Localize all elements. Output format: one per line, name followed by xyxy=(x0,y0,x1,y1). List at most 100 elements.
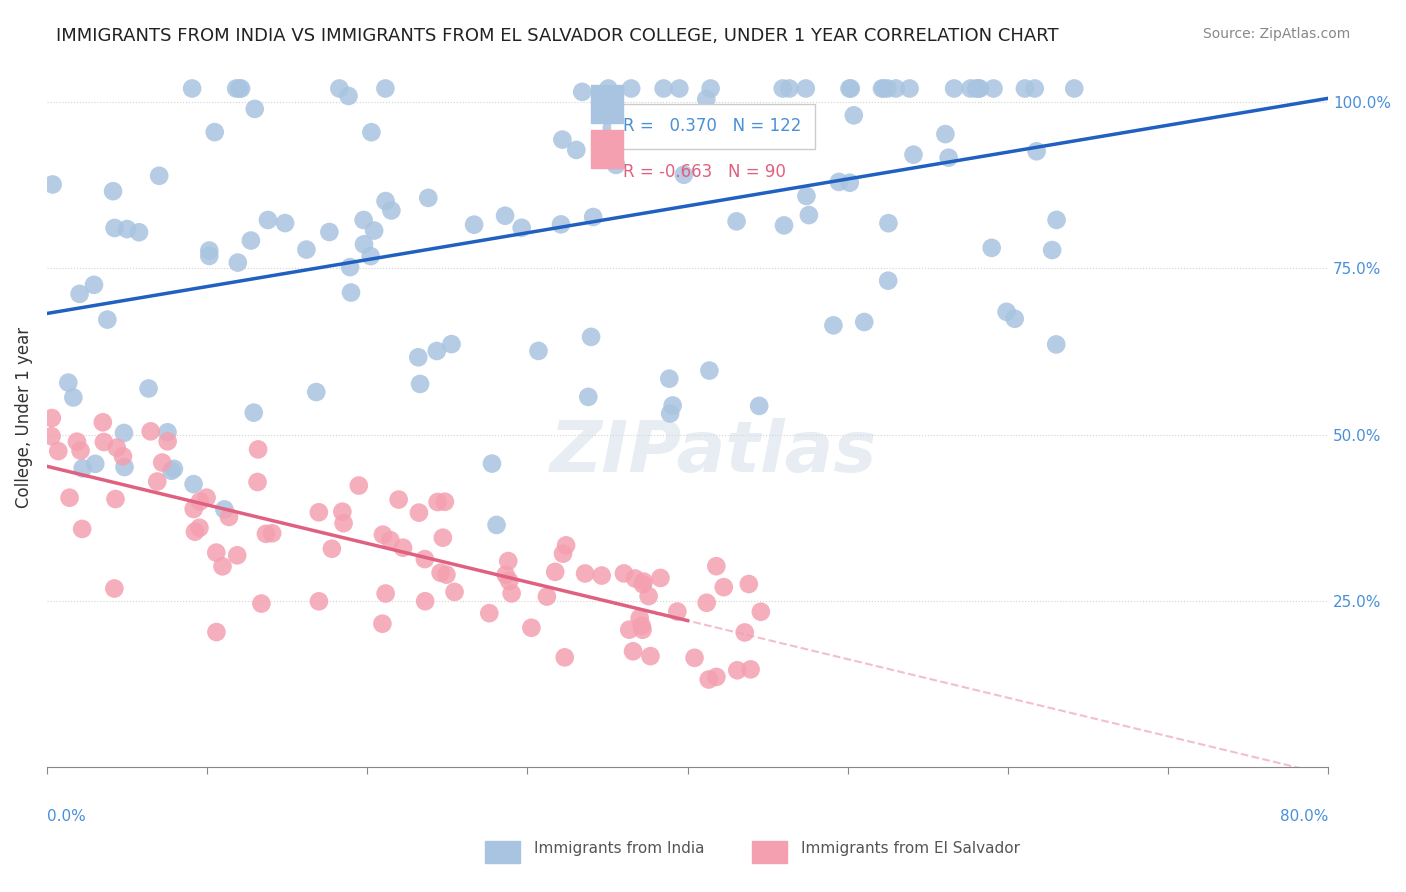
Text: R = -0.663   N = 90: R = -0.663 N = 90 xyxy=(623,163,786,181)
Point xyxy=(104,221,127,235)
Point xyxy=(104,491,127,506)
Point xyxy=(969,81,991,95)
Point xyxy=(115,222,138,236)
Point xyxy=(72,461,94,475)
Point xyxy=(624,572,647,586)
Point xyxy=(305,385,328,400)
Text: 80.0%: 80.0% xyxy=(1279,809,1329,824)
Point xyxy=(637,589,659,603)
Point xyxy=(463,218,485,232)
Point xyxy=(853,315,876,329)
Point xyxy=(188,494,211,508)
Point xyxy=(406,351,429,365)
Point xyxy=(481,457,503,471)
Point xyxy=(704,559,727,574)
Point xyxy=(579,330,602,344)
Point xyxy=(371,527,394,541)
Point xyxy=(959,81,981,95)
Point xyxy=(725,663,748,677)
Point xyxy=(494,209,516,223)
Text: Source: ZipAtlas.com: Source: ZipAtlas.com xyxy=(1202,27,1350,41)
Point xyxy=(995,305,1018,319)
Point xyxy=(228,81,250,95)
Point xyxy=(111,450,134,464)
Point xyxy=(706,670,728,684)
Point xyxy=(246,475,269,489)
Point xyxy=(672,168,695,182)
Point xyxy=(156,434,179,449)
Point xyxy=(772,81,794,95)
Point xyxy=(426,343,449,358)
Point xyxy=(96,312,118,326)
Point xyxy=(69,443,91,458)
Point xyxy=(967,81,990,95)
Point xyxy=(339,260,361,274)
Point xyxy=(725,214,748,228)
Point xyxy=(683,650,706,665)
Point xyxy=(139,425,162,439)
Point xyxy=(360,249,382,263)
Point xyxy=(884,81,907,95)
Point xyxy=(183,502,205,516)
Point xyxy=(510,220,533,235)
Point xyxy=(226,255,249,269)
Point xyxy=(436,567,458,582)
Point xyxy=(353,237,375,252)
Point xyxy=(748,399,770,413)
Point xyxy=(374,194,396,208)
Point xyxy=(198,244,221,258)
Point xyxy=(321,541,343,556)
Point xyxy=(101,184,124,198)
Point xyxy=(838,176,860,190)
Point xyxy=(554,650,576,665)
Point xyxy=(965,81,987,95)
Point xyxy=(332,516,354,531)
Point xyxy=(433,494,456,508)
Point xyxy=(520,621,543,635)
Point xyxy=(983,81,1005,95)
Point xyxy=(661,399,683,413)
Point xyxy=(353,213,375,227)
Point xyxy=(380,203,402,218)
Point xyxy=(551,547,574,561)
Point xyxy=(938,151,960,165)
Point xyxy=(582,210,605,224)
Point xyxy=(363,223,385,237)
Point xyxy=(318,225,340,239)
Y-axis label: College, Under 1 year: College, Under 1 year xyxy=(15,327,32,508)
Point xyxy=(1045,213,1067,227)
Point xyxy=(408,506,430,520)
Point xyxy=(41,429,63,443)
Point xyxy=(41,178,63,192)
Point xyxy=(392,541,415,555)
Point xyxy=(838,81,860,95)
Point xyxy=(697,673,720,687)
Point xyxy=(83,277,105,292)
FancyBboxPatch shape xyxy=(592,85,623,123)
Point xyxy=(195,491,218,505)
Point xyxy=(374,586,396,600)
Point xyxy=(374,81,396,95)
Point xyxy=(652,81,675,95)
Point xyxy=(254,526,277,541)
Point xyxy=(70,522,93,536)
Point xyxy=(432,531,454,545)
Point xyxy=(105,441,128,455)
Point xyxy=(413,552,436,566)
Point xyxy=(250,597,273,611)
Point xyxy=(160,464,183,478)
Point xyxy=(1014,81,1036,95)
Point xyxy=(243,102,266,116)
Point xyxy=(877,274,900,288)
Text: R =   0.370   N = 122: R = 0.370 N = 122 xyxy=(623,118,801,136)
Point xyxy=(544,565,567,579)
Point xyxy=(695,92,717,106)
Point xyxy=(429,566,451,580)
Point xyxy=(576,390,599,404)
Point xyxy=(797,208,820,222)
Point xyxy=(527,343,550,358)
Point xyxy=(842,108,865,122)
Point xyxy=(226,549,249,563)
Point xyxy=(478,606,501,620)
Point xyxy=(371,616,394,631)
